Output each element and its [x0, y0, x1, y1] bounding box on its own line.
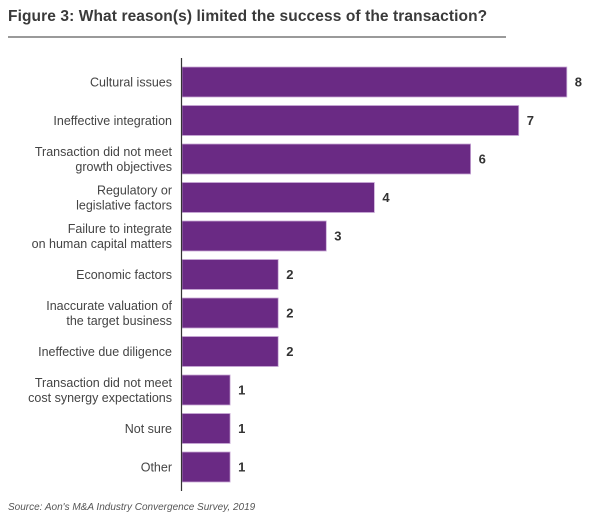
value-label-0: 8: [575, 75, 582, 90]
category-label-8: Transaction did not meet cost synergy exp…: [28, 376, 172, 405]
category-label-line: Transaction did not meet: [35, 376, 173, 390]
category-label-line: Cultural issues: [90, 76, 172, 90]
bar-2: [181, 143, 472, 175]
value-labels-layer: 8 7 6 4 3 2 2 2 1 1 1: [238, 75, 582, 475]
category-label-line: Transaction did not meet: [35, 145, 173, 159]
bar-6: [181, 297, 279, 329]
category-label-line: Ineffective due diligence: [38, 345, 172, 359]
category-label-9: Not sure: [125, 422, 172, 436]
value-label-3: 4: [382, 190, 390, 205]
category-label-1: Ineffective integration: [53, 114, 172, 128]
category-label-line: cost synergy expectations: [28, 391, 172, 405]
bar-9: [181, 413, 231, 444]
value-label-9: 1: [238, 421, 245, 436]
category-label-line: Inaccurate valuation of: [46, 299, 172, 313]
value-label-8: 1: [238, 383, 245, 398]
value-label-6: 2: [286, 306, 293, 321]
title-divider: [8, 36, 506, 38]
value-label-5: 2: [286, 267, 293, 282]
category-label-line: Other: [141, 461, 172, 475]
bar-10: [181, 451, 231, 483]
value-label-7: 2: [286, 344, 293, 359]
category-label-line: Economic factors: [76, 268, 172, 282]
category-label-line: Failure to integrate: [68, 222, 172, 236]
category-label-6: Inaccurate valuation of the target busine…: [46, 299, 172, 328]
category-label-line: Ineffective integration: [53, 114, 172, 128]
source-note: Source: Aon's M&A Industry Convergence S…: [8, 502, 256, 513]
category-label-line: growth objectives: [75, 160, 172, 174]
category-label-5: Economic factors: [76, 268, 172, 282]
bar-0: [181, 66, 568, 98]
bar-5: [181, 259, 279, 290]
value-label-2: 6: [479, 152, 486, 167]
category-label-4: Failure to integrate on human capital mat…: [32, 222, 172, 251]
category-label-2: Transaction did not meet growth objective…: [35, 145, 173, 174]
bar-4: [181, 220, 327, 252]
bar-7: [181, 336, 279, 367]
category-label-line: legislative factors: [76, 199, 172, 213]
category-label-10: Other: [141, 461, 172, 475]
chart-title: Figure 3: What reason(s) limited the suc…: [8, 8, 488, 25]
bar-1: [181, 105, 520, 136]
category-label-line: Regulatory or: [97, 184, 172, 198]
value-label-10: 1: [238, 460, 245, 475]
category-label-0: Cultural issues: [90, 76, 172, 90]
category-label-line: the target business: [66, 314, 172, 328]
category-labels-layer: Cultural issues Ineffective integration Tr…: [28, 76, 172, 475]
category-label-line: on human capital matters: [32, 237, 172, 251]
value-label-4: 3: [334, 229, 341, 244]
category-label-line: Not sure: [125, 422, 172, 436]
category-label-7: Ineffective due diligence: [38, 345, 172, 359]
value-label-1: 7: [527, 113, 534, 128]
category-label-3: Regulatory or legislative factors: [76, 184, 172, 213]
bar-3: [181, 182, 375, 213]
bars-layer: [181, 66, 568, 483]
bar-8: [181, 374, 231, 406]
